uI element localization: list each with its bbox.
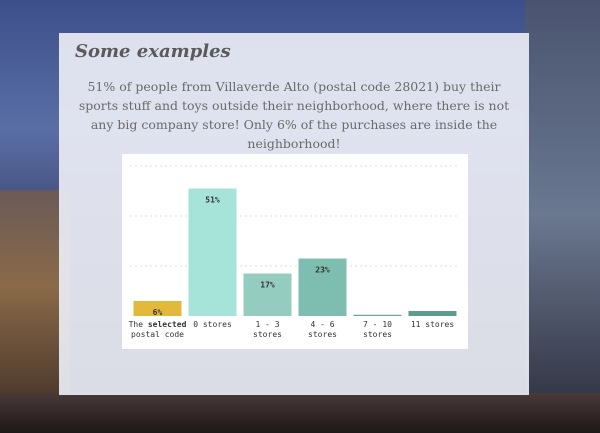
- background-street: [0, 393, 600, 433]
- bar-4: [353, 314, 402, 316]
- category-label-3-line-1: stores: [308, 330, 337, 339]
- category-label-part: postal code: [131, 330, 184, 339]
- section-title: Some examples: [75, 41, 231, 62]
- category-label-2-line-0: 1 - 3: [255, 320, 279, 329]
- bar-chart: 6% The selected postal code 51% 0 stores 17% 1…: [122, 154, 468, 349]
- category-label-part: 1 - 3: [255, 320, 279, 329]
- category-label-4-line-1: stores: [363, 330, 392, 339]
- category-label-5-line-0: 11 stores: [411, 320, 455, 329]
- bar-2: [243, 273, 292, 316]
- background-building-right: [525, 0, 600, 433]
- category-label-part: The: [129, 320, 148, 329]
- category-label-part: 0 stores: [193, 320, 232, 329]
- category-label-part: 11 stores: [411, 320, 455, 329]
- data-label-1: 51%: [205, 196, 220, 205]
- bar-1: [188, 188, 237, 316]
- category-label-1-line-0: 0 stores: [193, 320, 232, 329]
- data-label-3: 23%: [315, 266, 330, 275]
- category-label-part: 4 - 6: [310, 320, 334, 329]
- bar-5: [408, 311, 457, 316]
- category-label-part: stores: [363, 330, 392, 339]
- category-label-part: stores: [253, 330, 282, 339]
- background-building-left: [0, 190, 70, 433]
- bar-0: [133, 301, 182, 316]
- data-label-0: 6%: [153, 308, 163, 317]
- bar-3: [298, 258, 347, 316]
- category-label-part: 7 - 10: [363, 320, 392, 329]
- examples-panel: Some examples 51% of people from Villave…: [59, 33, 529, 395]
- category-label-part: selected: [148, 320, 187, 329]
- category-label-0-line-0: The selected: [129, 320, 187, 329]
- data-label-2: 17%: [260, 281, 275, 290]
- category-label-4-line-0: 7 - 10: [363, 320, 392, 329]
- category-label-0-line-1: postal code: [131, 330, 184, 339]
- category-label-part: stores: [308, 330, 337, 339]
- category-label-3-line-0: 4 - 6: [310, 320, 334, 329]
- section-description: 51% of people from Villaverde Alto (post…: [78, 79, 510, 151]
- category-label-2-line-1: stores: [253, 330, 282, 339]
